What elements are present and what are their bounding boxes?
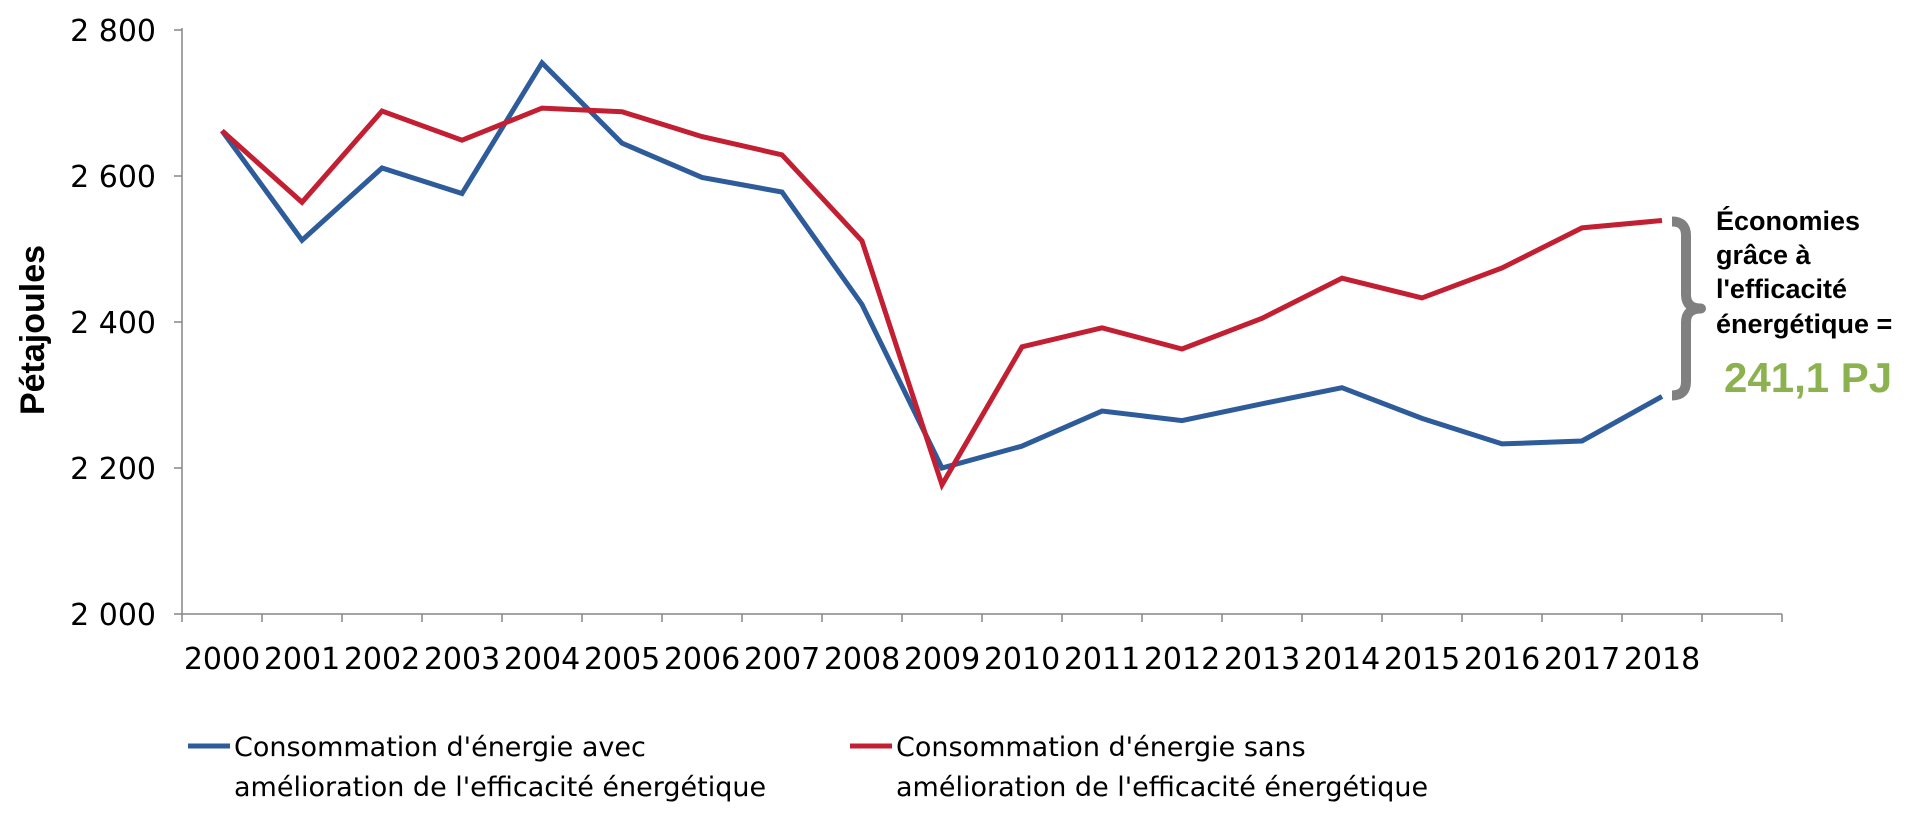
x-tick-label: 2010 [984, 642, 1060, 677]
savings-brace [1671, 216, 1706, 401]
x-tick-label: 2008 [824, 642, 900, 677]
x-tick-label: 2011 [1064, 642, 1140, 677]
y-tick-label: 2 400 [70, 306, 156, 341]
legend-label-with-efficiency-2: amélioration de l'efficacité énergétique [234, 772, 766, 803]
y-tick-label: 2 000 [70, 598, 156, 633]
x-tick-label: 2001 [264, 642, 340, 677]
x-tick-label: 2017 [1544, 642, 1620, 677]
x-tick-label: 2018 [1624, 642, 1700, 677]
x-tick-label: 2014 [1304, 642, 1380, 677]
x-tick-label: 2013 [1224, 642, 1300, 677]
savings-annotation: Économies grâce à l'efficacité énergétiq… [1671, 205, 1892, 401]
annotation-line-3: l'efficacité [1716, 274, 1847, 304]
annotation-line-4: énergétique = [1716, 309, 1892, 339]
x-tick-label: 2002 [344, 642, 420, 677]
series-layer [219, 58, 1664, 491]
legend-label-with-efficiency-1: Consommation d'énergie avec [234, 732, 646, 763]
x-tick-label: 2012 [1144, 642, 1220, 677]
x-tick-label: 2004 [504, 642, 580, 677]
x-tick-label: 2003 [424, 642, 500, 677]
x-tick-label: 2006 [664, 642, 740, 677]
series-line-without-efficiency [220, 105, 1663, 491]
annotation-line-1: Économies [1716, 205, 1860, 236]
x-tick-label: 2016 [1464, 642, 1540, 677]
y-axis-label: Pétajoules [14, 245, 52, 415]
y-tick-label: 2 800 [70, 14, 156, 49]
x-tick-label: 2000 [184, 642, 260, 677]
y-tick-label: 2 200 [70, 452, 156, 487]
y-tick-label: 2 600 [70, 160, 156, 195]
legend: Consommation d'énergie avec amélioration… [188, 732, 1428, 803]
x-tick-label: 2007 [744, 642, 820, 677]
x-tick-label: 2009 [904, 642, 980, 677]
annotation-line-2: grâce à [1716, 240, 1812, 270]
series-line-with-efficiency [219, 58, 1664, 471]
x-tick-label: 2005 [584, 642, 660, 677]
legend-label-without-efficiency-1: Consommation d'énergie sans [896, 732, 1306, 763]
legend-label-without-efficiency-2: amélioration de l'efficacité énergétique [896, 772, 1428, 803]
annotation-value: 241,1 PJ [1724, 354, 1892, 401]
x-tick-label: 2015 [1384, 642, 1460, 677]
